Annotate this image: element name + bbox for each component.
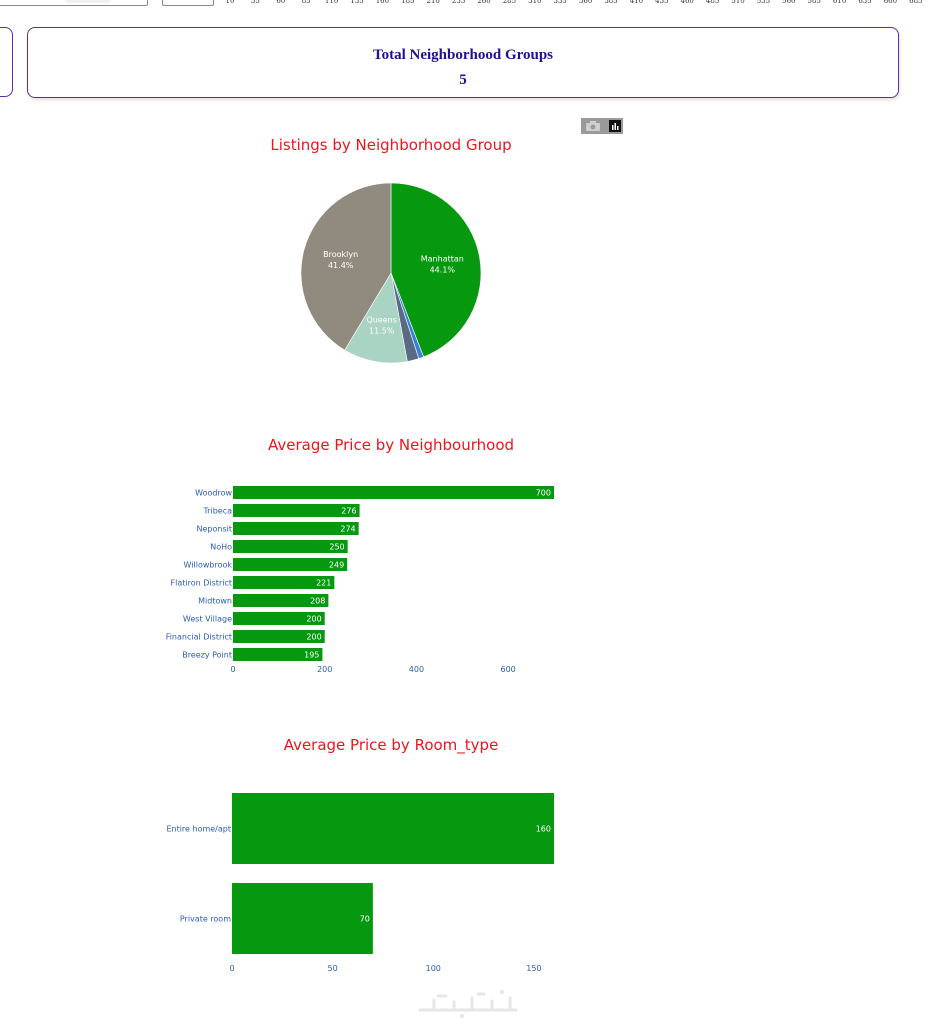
pie-slice-label: Brooklyn bbox=[323, 250, 358, 259]
input-highlight bbox=[66, 0, 110, 3]
bar-chart-icon[interactable] bbox=[609, 120, 621, 132]
category-tick-label: Tribeca bbox=[202, 507, 232, 516]
x-tick-label: 150 bbox=[526, 964, 541, 973]
bar bbox=[233, 540, 348, 553]
bar bbox=[233, 486, 554, 499]
bar bbox=[233, 594, 329, 607]
kpi-card: Total Neighborhood Groups 5 bbox=[27, 27, 899, 98]
slider-tick-label: 610 bbox=[832, 0, 847, 5]
category-tick-label: Willowbrook bbox=[184, 561, 233, 570]
camera-icon[interactable] bbox=[586, 121, 600, 131]
pie-slice-label: Manhattan bbox=[421, 254, 464, 263]
slider-tick-label: 260 bbox=[477, 0, 491, 5]
slider-tick-label: 10 bbox=[225, 0, 235, 5]
x-tick-label: 200 bbox=[317, 665, 332, 674]
bar bbox=[232, 883, 373, 954]
bar bbox=[233, 630, 325, 643]
slider-tick-label: 185 bbox=[401, 0, 415, 5]
slider-tick-label: 460 bbox=[680, 0, 694, 5]
chart-modebar bbox=[581, 118, 623, 134]
bar-value-label: 70 bbox=[360, 915, 370, 924]
pie-chart-title: Listings by Neighborhood Group bbox=[270, 136, 512, 154]
pie-slice-percent: 11.5% bbox=[369, 326, 395, 335]
slider-tick-label: 660 bbox=[883, 0, 898, 5]
kpi-title: Total Neighborhood Groups bbox=[372, 47, 554, 63]
category-tick-label: West Village bbox=[183, 615, 232, 624]
slider-tick-label: 135 bbox=[350, 0, 364, 5]
category-tick-label: Financial District bbox=[166, 633, 232, 642]
range-slider-ticks[interactable]: 10 35 60 85 110 135 160 185 210 235 260 285 310 335 36… bbox=[0, 0, 942, 7]
slider-tick-label: 210 bbox=[426, 0, 440, 5]
slider-tick-label: 485 bbox=[705, 0, 720, 5]
bar-value-label: 249 bbox=[329, 561, 344, 570]
bar-value-label: 700 bbox=[536, 489, 551, 498]
bar bbox=[233, 576, 335, 589]
category-tick-label: Entire home/apt bbox=[166, 825, 231, 834]
bar-value-label: 274 bbox=[340, 525, 355, 534]
bar-value-label: 276 bbox=[341, 507, 356, 516]
neighbourhood-chart-title: Average Price by Neighbourhood bbox=[267, 436, 515, 454]
bar-value-label: 160 bbox=[536, 825, 551, 834]
category-tick-label: Breezy Point bbox=[182, 651, 232, 660]
slider-tick-label: 510 bbox=[731, 0, 745, 5]
search-input[interactable] bbox=[0, 0, 148, 6]
pie-slice-label: Queens bbox=[366, 315, 396, 324]
bar bbox=[233, 558, 348, 571]
bar bbox=[232, 793, 554, 864]
pie-slice-percent: 41.4% bbox=[328, 261, 354, 270]
pie-slice-percent: 44.1% bbox=[430, 265, 456, 274]
bar bbox=[233, 522, 359, 535]
x-tick-label: 100 bbox=[426, 964, 441, 973]
slider-tick-label: 160 bbox=[375, 0, 390, 5]
slider-tick-label: 435 bbox=[655, 0, 669, 5]
category-tick-label: Private room bbox=[180, 915, 231, 924]
bar-value-label: 200 bbox=[306, 633, 321, 642]
slider-tick-label: 85 bbox=[301, 0, 311, 5]
slider-tick-label: 110 bbox=[324, 0, 339, 5]
slider-tick-label: 60 bbox=[276, 0, 286, 5]
x-tick-label: 0 bbox=[230, 665, 235, 674]
slider-tick-label: 360 bbox=[578, 0, 593, 5]
slider-tick-label: 635 bbox=[858, 0, 872, 5]
x-tick-label: 600 bbox=[501, 665, 516, 674]
slider-tick-label: 310 bbox=[528, 0, 542, 5]
neighbourhood-bar-chart: Woodrow 700 Tribeca 276 Neponsit 274 NoHo 250 Wi… bbox=[166, 486, 554, 674]
watermark-logo bbox=[418, 989, 518, 1019]
pie-slice bbox=[300, 182, 392, 351]
filter-button[interactable] bbox=[162, 0, 214, 6]
kpi-value: 5 bbox=[459, 72, 467, 88]
bar bbox=[233, 504, 360, 517]
x-tick-label: 50 bbox=[328, 964, 338, 973]
slider-tick-label: 385 bbox=[604, 0, 618, 5]
category-tick-label: Neponsit bbox=[197, 525, 232, 534]
slider-tick-label: 560 bbox=[782, 0, 796, 5]
bar-value-label: 200 bbox=[306, 615, 321, 624]
left-kpi-card bbox=[0, 27, 13, 97]
x-tick-label: 400 bbox=[409, 665, 424, 674]
pie-slice bbox=[344, 272, 408, 364]
pie-slice bbox=[390, 182, 482, 358]
category-tick-label: Midtown bbox=[198, 597, 232, 606]
slider-tick-label: 685 bbox=[909, 0, 923, 5]
slider-tick-label: 410 bbox=[629, 0, 644, 5]
bar-value-label: 195 bbox=[304, 651, 319, 660]
slider-tick-label: 535 bbox=[756, 0, 771, 5]
category-tick-label: NoHo bbox=[210, 543, 232, 552]
category-tick-label: Woodrow bbox=[195, 489, 232, 498]
bar bbox=[233, 612, 325, 625]
room-type-chart-title: Average Price by Room_type bbox=[283, 736, 499, 754]
slider-tick-label: 585 bbox=[807, 0, 821, 5]
slider-tick-label: 285 bbox=[502, 0, 517, 5]
bar bbox=[233, 648, 323, 661]
x-tick-label: 0 bbox=[229, 964, 234, 973]
room-type-bar-chart: Entire home/apt 160 Private room 70 0 50 100 15… bbox=[166, 793, 554, 973]
slider-tick-label: 335 bbox=[553, 0, 567, 5]
bar-value-label: 208 bbox=[310, 597, 325, 606]
slider-tick-label: 35 bbox=[250, 0, 260, 5]
bar-value-label: 221 bbox=[316, 579, 331, 588]
slider-tick-label: 235 bbox=[451, 0, 466, 5]
category-tick-label: Flatiron District bbox=[171, 579, 232, 588]
bar-value-label: 250 bbox=[329, 543, 344, 552]
